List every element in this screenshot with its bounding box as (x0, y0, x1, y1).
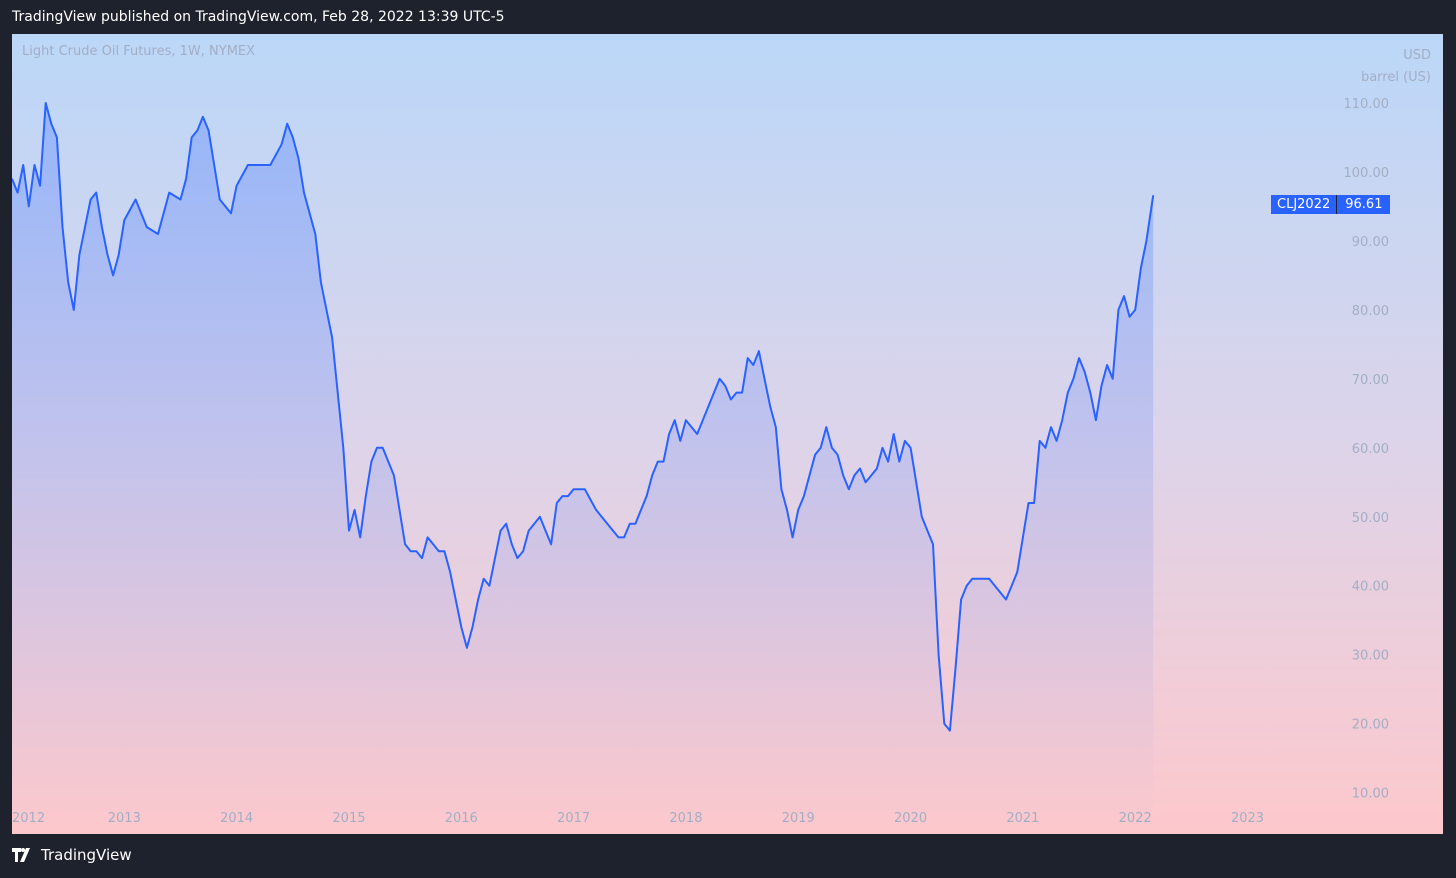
y-tick-label: 70.00 (1352, 373, 1389, 388)
y-tick-label: 20.00 (1352, 718, 1389, 733)
published-header: TradingView published on TradingView.com… (0, 0, 1456, 34)
price-chart: 110.00 100.00 90.00 80.00 70.00 60.00 50.00 40.… (12, 97, 1390, 834)
x-tick-label: 2017 (557, 811, 590, 826)
y-tick-label: 30.00 (1352, 649, 1389, 664)
y-tick-label: 50.00 (1352, 511, 1389, 526)
published-text: TradingView published on TradingView.com… (12, 9, 505, 25)
symbol-label: CLJ2022 (1271, 195, 1337, 214)
unit-label: barrel (US) (1360, 70, 1431, 85)
x-tick-label: 2023 (1231, 811, 1264, 826)
last-price-badge: CLJ2022 96.61 (1271, 195, 1391, 214)
x-tick-label: 2018 (669, 811, 702, 826)
x-tick-label: 2015 (332, 811, 365, 826)
y-tick-label: 80.00 (1352, 304, 1389, 319)
x-tick-label: 2019 (782, 811, 815, 826)
y-tick-label: 10.00 (1352, 787, 1389, 802)
x-tick-label: 2012 (12, 811, 45, 826)
y-tick-label: 40.00 (1352, 580, 1389, 595)
footer-bar: TradingView (0, 834, 1456, 878)
x-tick-label: 2022 (1119, 811, 1152, 826)
tradingview-brand[interactable]: TradingView (12, 846, 132, 864)
tradingview-logo-icon (12, 848, 30, 862)
x-tick-label: 2021 (1006, 811, 1039, 826)
price-area-fill (12, 103, 1154, 834)
x-tick-label: 2014 (220, 811, 253, 826)
y-tick-label: 100.00 (1344, 166, 1390, 181)
chart-title: Light Crude Oil Futures, 1W, NYMEX (22, 44, 256, 59)
x-tick-label: 2020 (894, 811, 927, 826)
x-tick-label: 2013 (108, 811, 141, 826)
y-tick-label: 110.00 (1344, 97, 1390, 112)
chart-area[interactable]: 110.00 100.00 90.00 80.00 70.00 60.00 50.00 40.… (12, 34, 1443, 834)
x-tick-label: 2016 (445, 811, 478, 826)
y-tick-label: 90.00 (1352, 235, 1389, 250)
price-scale-unit: USD barrel (US) (1361, 45, 1431, 89)
currency-label: USD (1403, 48, 1431, 63)
brand-label: TradingView (41, 846, 132, 864)
y-tick-label: 60.00 (1352, 442, 1389, 457)
last-price-value: 96.61 (1336, 195, 1391, 214)
price-series-line (12, 102, 1155, 732)
